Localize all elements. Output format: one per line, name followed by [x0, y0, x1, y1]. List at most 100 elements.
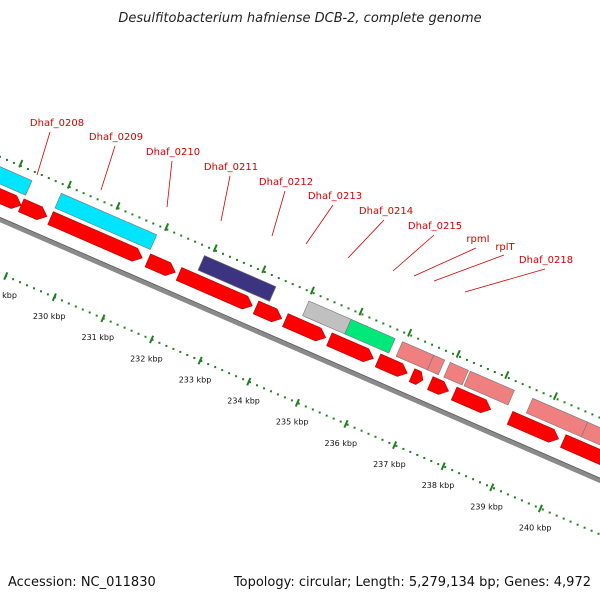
inner-dot	[332, 417, 335, 420]
outer-dot	[340, 304, 343, 307]
outer-dot	[424, 340, 427, 343]
outer-dot	[68, 186, 71, 189]
inner-dot	[506, 493, 509, 496]
backbone-shadow	[0, 216, 600, 479]
leader-line	[166, 160, 173, 208]
outer-dot	[291, 283, 294, 286]
inner-dot	[33, 287, 35, 290]
outer-dot	[389, 325, 392, 328]
outer-dot	[319, 295, 322, 298]
inner-dot	[318, 411, 321, 414]
outer-dot	[236, 258, 238, 261]
inner-dot	[200, 360, 203, 362]
outer-dot	[368, 316, 371, 319]
inner-dot	[221, 369, 224, 372]
inner-dot	[472, 478, 475, 481]
salmon-feature	[426, 354, 446, 376]
outer-dot	[326, 298, 329, 301]
outer-dot	[61, 183, 64, 186]
salmon-feature	[443, 362, 469, 386]
kbp-label: 239 kbp	[470, 502, 503, 511]
inner-dot	[444, 466, 447, 469]
outer-dot	[438, 346, 441, 349]
inner-dot	[311, 408, 314, 411]
kbp-label: 231 kbp	[81, 333, 114, 342]
outer-dot	[201, 243, 204, 246]
outer-dot	[577, 407, 580, 410]
inner-dot	[304, 405, 307, 408]
inner-dot	[346, 423, 349, 426]
inner-dot	[374, 435, 377, 438]
inner-dot	[500, 490, 502, 493]
outer-major-tick	[552, 392, 558, 401]
outer-dot	[298, 286, 301, 289]
kbp-label: 237 kbp	[373, 460, 406, 469]
inner-dot	[137, 332, 140, 335]
outer-dot	[466, 358, 468, 361]
outer-dot	[12, 161, 15, 164]
inner-dot	[290, 399, 293, 402]
kbp-label: 233 kbp	[179, 376, 212, 385]
outer-dot	[124, 210, 127, 213]
inner-dot	[381, 438, 384, 441]
gene-label: rpmI	[466, 234, 489, 245]
inner-dot	[590, 529, 593, 532]
inner-dot	[451, 469, 454, 472]
inner-major-tick	[149, 335, 155, 344]
outer-dot	[312, 292, 315, 295]
gene-label: rplT	[495, 242, 515, 253]
inner-dot	[46, 293, 49, 296]
gene-label: Dhaf_0208	[30, 118, 84, 129]
outer-dot	[222, 252, 224, 255]
cds-arrow	[144, 253, 176, 276]
kbp-label: 238 kbp	[422, 481, 455, 490]
outer-dot	[396, 328, 399, 331]
inner-dot	[367, 432, 370, 435]
inner-dot	[123, 326, 126, 329]
inner-dot	[423, 457, 426, 459]
salmon-feature	[580, 421, 600, 446]
gene-label: Dhaf_0214	[359, 206, 413, 217]
inner-dot	[193, 357, 196, 359]
inner-major-tick	[392, 441, 398, 450]
inner-dot	[597, 532, 600, 535]
inner-dot	[555, 514, 558, 517]
inner-dot	[270, 390, 272, 393]
outer-dot	[103, 201, 106, 204]
inner-dot	[493, 487, 495, 490]
inner-dot	[12, 278, 15, 281]
leader-line	[433, 254, 505, 282]
outer-dot	[382, 322, 385, 325]
cds-arrow	[47, 211, 143, 262]
genome-summary-text: Topology: circular; Length: 5,279,134 bp…	[233, 575, 591, 590]
outer-dot	[166, 228, 169, 231]
inner-dot	[172, 347, 175, 350]
outer-dot	[347, 307, 350, 310]
outer-dot	[493, 371, 496, 373]
inner-dot	[297, 402, 300, 405]
inner-dot	[548, 511, 551, 514]
inner-dot	[569, 520, 572, 523]
inner-dot	[165, 344, 168, 347]
inner-dot	[186, 354, 189, 356]
outer-dot	[82, 192, 85, 195]
inner-major-tick	[3, 271, 9, 281]
inner-dot	[256, 384, 258, 387]
gene-label: Dhaf_0213	[308, 191, 362, 202]
inner-dot	[144, 335, 147, 338]
gene-label: Dhaf_0210	[146, 147, 200, 158]
inner-dot	[409, 450, 412, 453]
outer-dot	[507, 377, 510, 380]
gene-label: Dhaf_0215	[408, 221, 462, 232]
outer-dot	[26, 168, 29, 170]
outer-dot	[452, 352, 454, 355]
green-feature	[344, 318, 396, 354]
outer-dot	[563, 401, 566, 404]
outer-dot	[542, 392, 545, 395]
outer-dot	[0, 155, 1, 158]
outer-major-tick	[504, 370, 510, 380]
cds-arrow	[18, 198, 48, 221]
cds-arrow	[374, 353, 408, 377]
inner-major-tick	[51, 293, 57, 302]
